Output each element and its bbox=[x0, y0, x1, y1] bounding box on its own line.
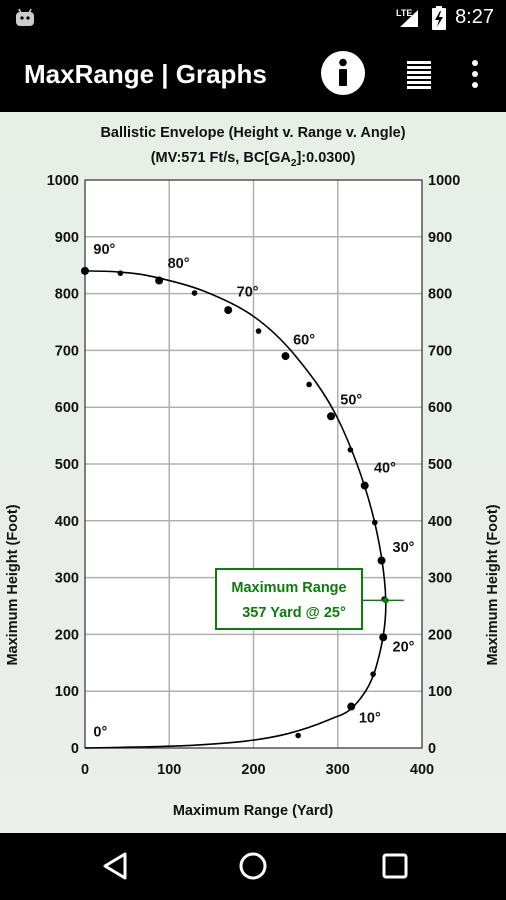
envelope-curve bbox=[84, 270, 387, 749]
y-tick-label-right: 200 bbox=[428, 627, 452, 643]
angle-marker bbox=[360, 481, 369, 490]
info-icon[interactable] bbox=[320, 50, 366, 96]
angle-marker bbox=[191, 290, 198, 296]
y-axis-label-left: Maximum Height (Foot) bbox=[5, 504, 21, 665]
angle-label: 40° bbox=[374, 461, 396, 477]
angle-label: 20° bbox=[393, 639, 415, 655]
ballistic-envelope-chart: Ballistic Envelope (Height v. Range v. A… bbox=[5, 125, 501, 819]
y-tick-label-left: 1000 bbox=[47, 173, 79, 189]
angle-label: 0° bbox=[93, 725, 107, 741]
x-tick-label: 400 bbox=[410, 762, 434, 778]
angle-marker bbox=[347, 447, 354, 453]
y-tick-label-right: 700 bbox=[428, 343, 452, 359]
angle-label: 30° bbox=[393, 540, 415, 556]
y-tick-label-left: 800 bbox=[55, 287, 79, 303]
angle-marker bbox=[255, 328, 262, 334]
y-tick-label-right: 900 bbox=[428, 230, 452, 246]
max-range-point[interactable] bbox=[382, 597, 389, 604]
y-tick-label-right: 500 bbox=[428, 457, 452, 473]
y-tick-label-right: 0 bbox=[428, 741, 436, 757]
y-tick-label-left: 200 bbox=[55, 627, 79, 643]
angle-marker bbox=[379, 633, 388, 642]
angle-label: 70° bbox=[237, 284, 259, 300]
angle-marker bbox=[295, 732, 301, 739]
x-tick-label: 300 bbox=[326, 762, 350, 778]
chart-subtitle-prefix: (MV:571 Ft/s, BC[GA bbox=[151, 150, 292, 166]
angle-marker bbox=[117, 270, 124, 276]
angle-label: 60° bbox=[293, 333, 315, 349]
angle-marker bbox=[306, 381, 312, 388]
overflow-menu-icon[interactable] bbox=[462, 58, 488, 90]
angle-marker bbox=[224, 306, 233, 315]
angle-label: 50° bbox=[340, 392, 362, 408]
battery-charging-icon bbox=[432, 6, 446, 30]
network-type-label: LTE bbox=[396, 8, 413, 18]
home-icon[interactable] bbox=[236, 849, 270, 883]
android-notification-icon bbox=[16, 8, 34, 26]
chart-subtitle: (MV:571 Ft/s, BC[GA2]:0.0300) bbox=[151, 150, 356, 169]
chart-panel: Ballistic Envelope (Height v. Range v. A… bbox=[0, 112, 506, 833]
chart-subtitle-subscript: 2 bbox=[291, 158, 297, 169]
angle-marker bbox=[81, 266, 89, 275]
y-tick-label-right: 300 bbox=[428, 571, 452, 587]
app-bar: MaxRange | Graphs bbox=[0, 36, 506, 112]
y-tick-label-right: 600 bbox=[428, 400, 452, 416]
y-tick-label-left: 0 bbox=[71, 741, 79, 757]
max-range-callout-title: Maximum Range bbox=[231, 580, 346, 596]
angle-label: 80° bbox=[168, 256, 190, 272]
angle-label: 90° bbox=[93, 242, 115, 258]
plot-border bbox=[84, 179, 423, 749]
x-axis-label: Maximum Range (Yard) bbox=[173, 803, 334, 819]
y-tick-label-right: 1000 bbox=[428, 173, 460, 189]
x-tick-label: 200 bbox=[241, 762, 265, 778]
back-icon[interactable] bbox=[98, 849, 132, 883]
angle-marker bbox=[327, 412, 336, 421]
y-tick-label-left: 100 bbox=[55, 684, 79, 700]
y-tick-label-left: 700 bbox=[55, 343, 79, 359]
y-tick-label-left: 500 bbox=[55, 457, 79, 473]
y-axis-label-right: Maximum Height (Foot) bbox=[485, 504, 501, 665]
navigation-bar bbox=[0, 833, 506, 900]
clock: 8:27 bbox=[455, 6, 494, 28]
status-bar: LTE 8:27 bbox=[0, 0, 506, 36]
chart-subtitle-suffix: ]:0.0300) bbox=[296, 150, 355, 166]
app-title: MaxRange | Graphs bbox=[24, 59, 267, 89]
angle-marker bbox=[370, 671, 376, 677]
y-tick-label-left: 600 bbox=[55, 400, 79, 416]
x-tick-label: 0 bbox=[81, 762, 89, 778]
angle-marker bbox=[155, 276, 164, 285]
y-tick-label-right: 100 bbox=[428, 684, 452, 700]
recent-apps-icon[interactable] bbox=[378, 849, 412, 883]
angle-marker bbox=[377, 556, 386, 565]
y-tick-label-right: 800 bbox=[428, 287, 452, 303]
list-icon[interactable] bbox=[404, 58, 434, 90]
max-range-callout-box bbox=[215, 568, 363, 630]
y-tick-label-left: 300 bbox=[55, 571, 79, 587]
y-tick-label-left: 400 bbox=[55, 514, 79, 530]
angle-label: 10° bbox=[359, 710, 381, 726]
x-tick-label: 100 bbox=[157, 762, 181, 778]
angle-marker bbox=[281, 352, 290, 361]
max-range-callout-value: 357 Yard @ 25° bbox=[242, 605, 346, 621]
y-tick-label-left: 900 bbox=[55, 230, 79, 246]
y-tick-label-right: 400 bbox=[428, 514, 452, 530]
angle-marker bbox=[372, 519, 378, 526]
angle-marker bbox=[347, 702, 356, 711]
chart-title: Ballistic Envelope (Height v. Range v. A… bbox=[100, 125, 405, 141]
signal-strength-icon bbox=[400, 10, 418, 27]
